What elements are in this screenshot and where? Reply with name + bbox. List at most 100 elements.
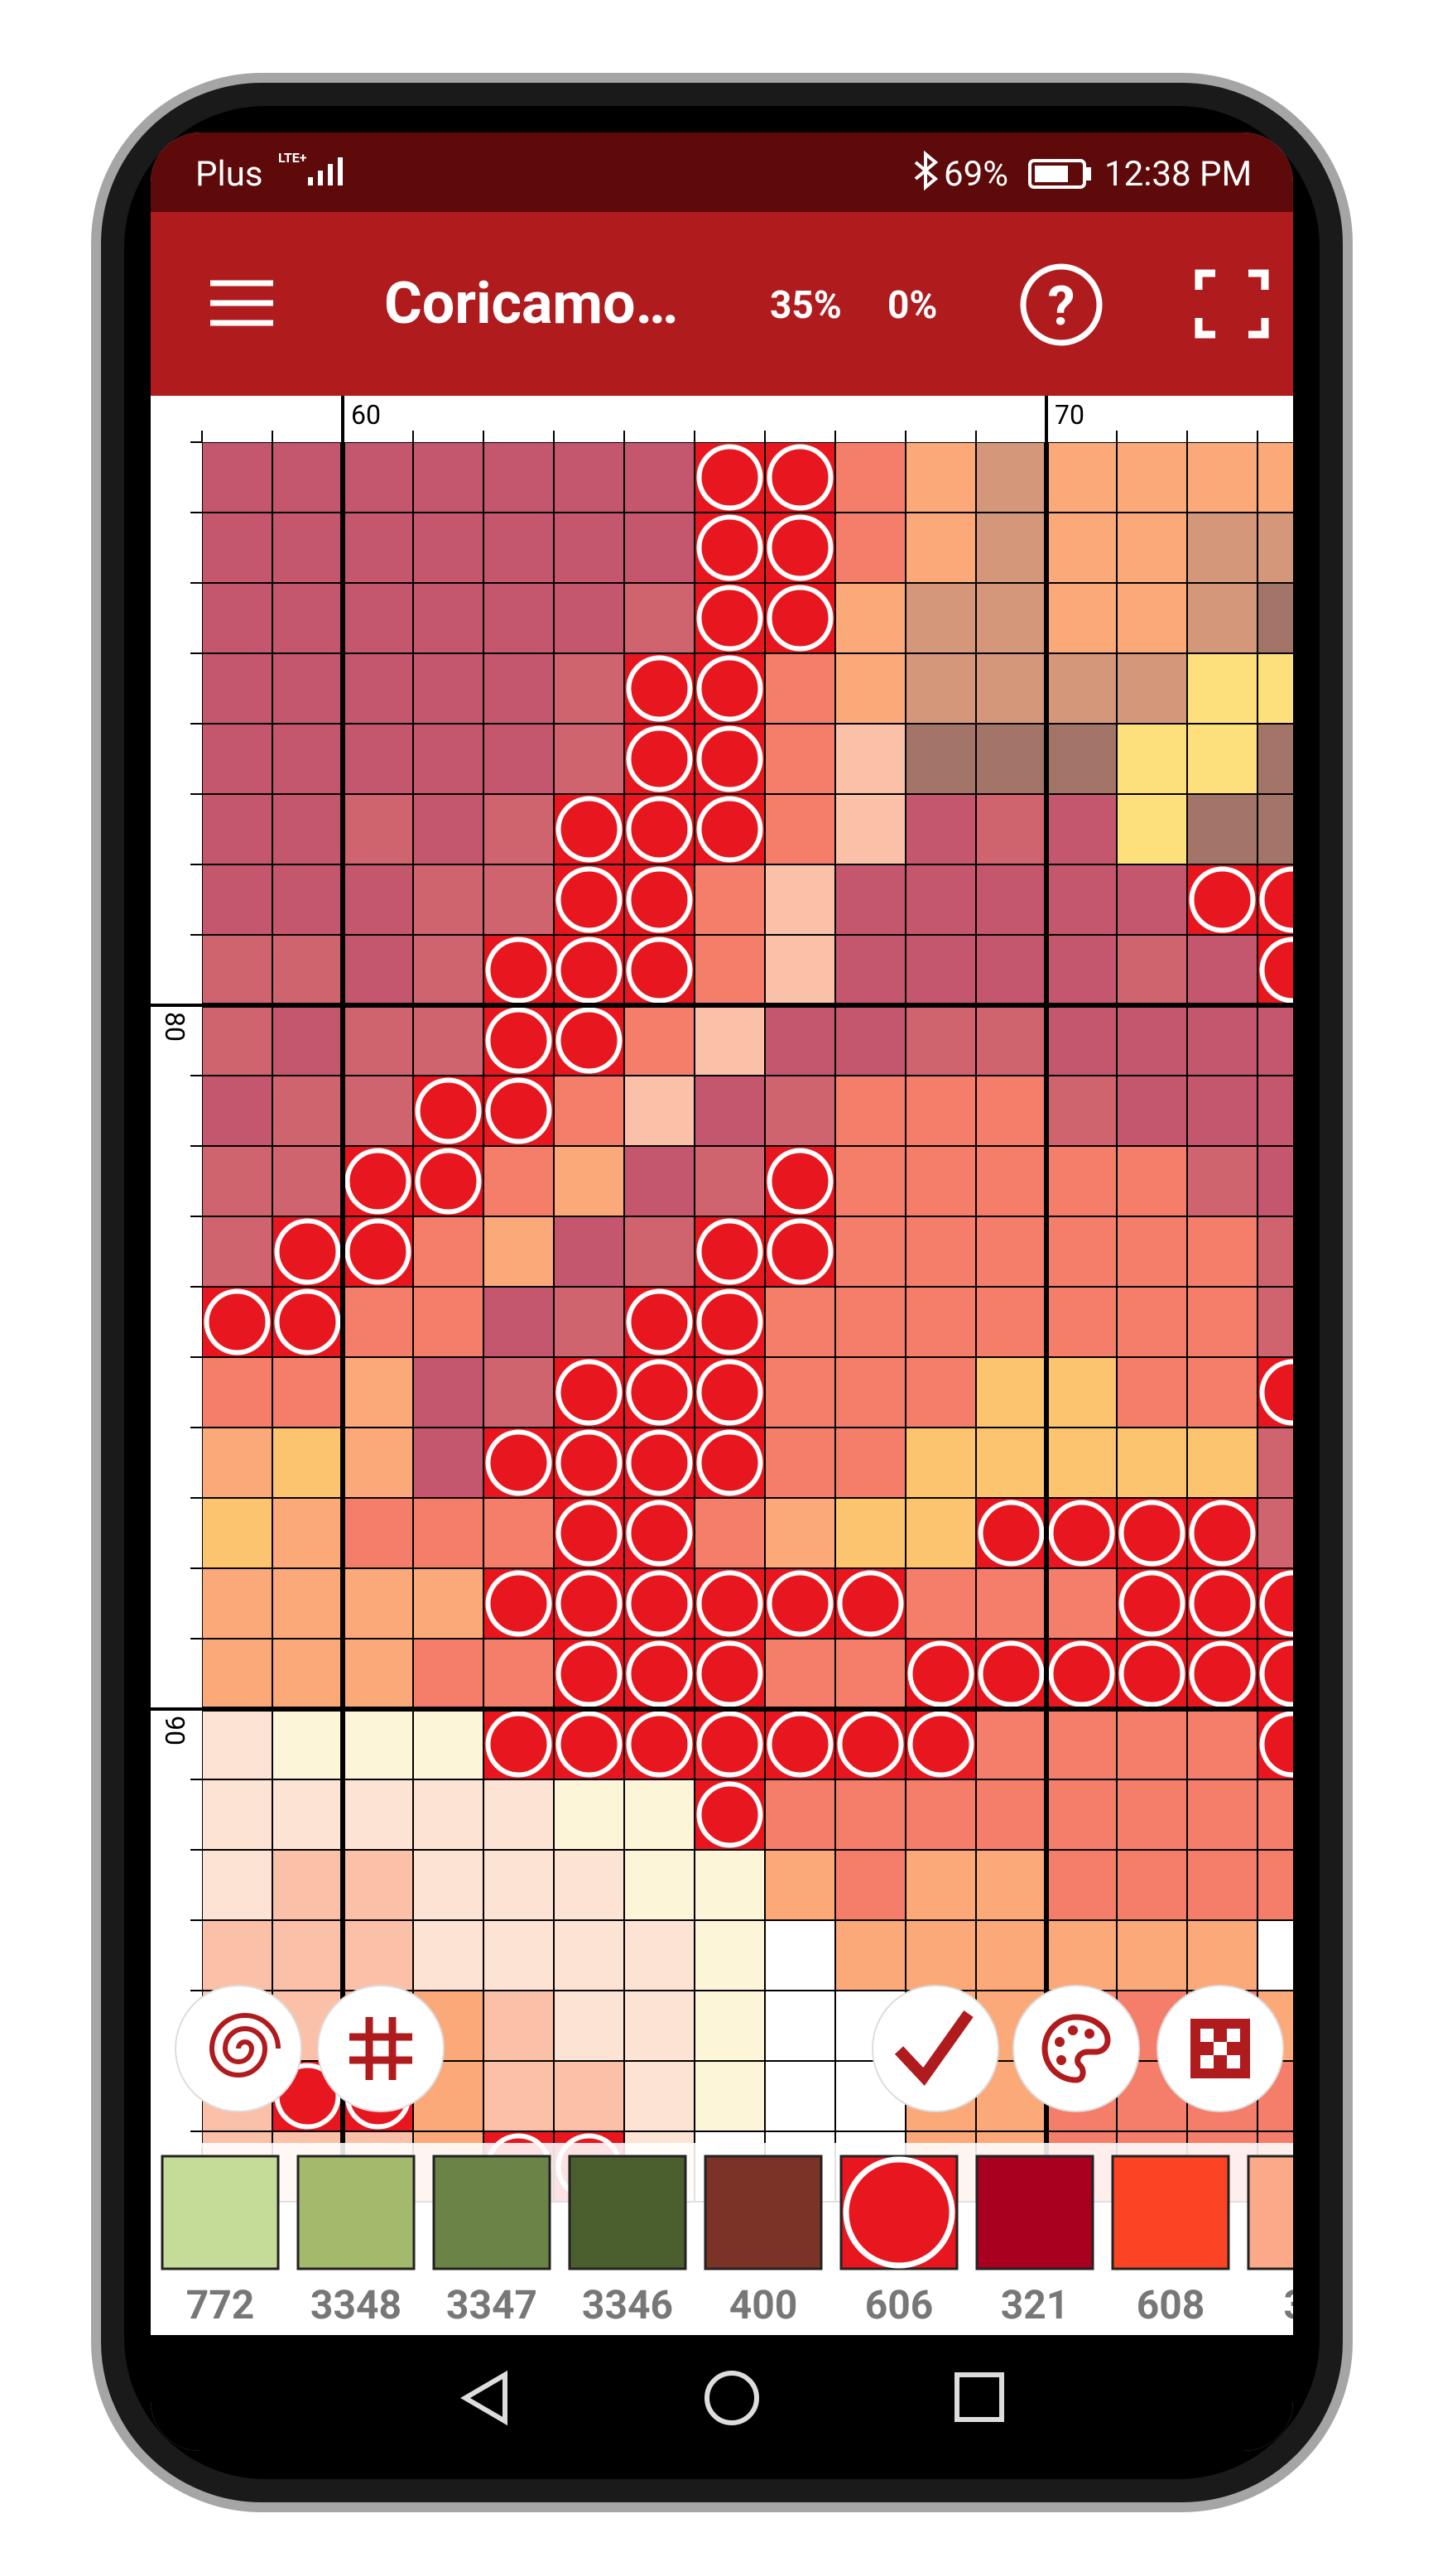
stitch-cell[interactable]	[834, 1919, 906, 1991]
stitch-cell[interactable]	[342, 1286, 414, 1358]
stitch-cell[interactable]	[1257, 1075, 1328, 1147]
stitch-cell[interactable]	[834, 1356, 906, 1428]
stitch-cell[interactable]	[412, 652, 484, 725]
stitch-cell[interactable]	[1257, 512, 1328, 584]
stitch-cell[interactable]	[342, 1567, 414, 1639]
stitch-cell[interactable]	[1116, 1075, 1188, 1147]
stitch-cell[interactable]	[272, 1145, 344, 1217]
stitch-cell[interactable]	[342, 582, 414, 654]
stitch-cell[interactable]	[834, 723, 906, 795]
stitch-cell[interactable]	[764, 1427, 836, 1499]
stitch-cell[interactable]	[1257, 1497, 1328, 1569]
stitch-cell[interactable]	[905, 1427, 977, 1499]
stitch-cell[interactable]	[764, 1849, 836, 1921]
stitch-cell[interactable]	[412, 723, 484, 795]
stitch-cell[interactable]	[1116, 652, 1188, 725]
stitch-cell[interactable]	[342, 652, 414, 725]
stitch-cell[interactable]	[1186, 1708, 1258, 1780]
stitch-cell[interactable]	[694, 1919, 766, 1991]
stitch-cell[interactable]	[483, 582, 555, 654]
stitch-cell[interactable]	[412, 864, 484, 936]
color-swatch[interactable]: 38	[1247, 2155, 1364, 2328]
stitch-cell[interactable]	[1186, 1145, 1258, 1217]
stitch-cell[interactable]	[483, 1849, 555, 1921]
stitch-cell[interactable]	[834, 582, 906, 654]
stitch-cell[interactable]	[412, 442, 484, 513]
stitch-cell[interactable]	[1046, 1427, 1118, 1499]
stitch-cell[interactable]	[342, 723, 414, 795]
stitch-cell[interactable]	[483, 1356, 555, 1428]
stitch-grid[interactable]	[151, 442, 1328, 2203]
stitch-cell[interactable]	[764, 723, 836, 795]
stitch-cell[interactable]	[975, 1567, 1047, 1639]
stitch-cell[interactable]	[975, 1356, 1047, 1428]
stitch-cell[interactable]	[1186, 1356, 1258, 1428]
stitch-cell[interactable]	[1046, 1216, 1118, 1288]
color-swatch[interactable]: 3348	[296, 2155, 416, 2328]
stitch-cell[interactable]	[1046, 582, 1118, 654]
stitch-cell[interactable]	[553, 582, 625, 654]
stitch-cell[interactable]	[1116, 1708, 1188, 1780]
stitch-cell[interactable]	[1186, 1216, 1258, 1288]
stitch-cell[interactable]	[1116, 1145, 1188, 1217]
stitch-cell[interactable]	[905, 652, 977, 725]
stitch-cell[interactable]	[764, 1356, 836, 1428]
stitch-cell[interactable]	[764, 1286, 836, 1358]
stitch-cell[interactable]	[272, 1638, 344, 1710]
stitch-cell[interactable]	[975, 652, 1047, 725]
stitch-cell[interactable]	[975, 1145, 1047, 1217]
stitch-cell[interactable]	[483, 652, 555, 725]
stitch-cell[interactable]	[834, 1638, 906, 1710]
stitch-cell[interactable]	[272, 1849, 344, 1921]
pattern-title[interactable]: Coricamo…	[384, 270, 678, 338]
stitch-cell[interactable]	[975, 1849, 1047, 1921]
stitch-cell[interactable]	[342, 934, 414, 1006]
stitch-cell[interactable]	[1116, 442, 1188, 513]
stitch-cell[interactable]	[834, 1075, 906, 1147]
stitch-cell[interactable]	[412, 1497, 484, 1569]
stitch-cell[interactable]	[1257, 793, 1328, 865]
stitch-cell[interactable]	[623, 512, 695, 584]
stitch-cell[interactable]	[1186, 1004, 1258, 1076]
stitch-cell[interactable]	[1257, 1216, 1328, 1288]
stitch-cell[interactable]	[1046, 442, 1118, 513]
stitch-cell[interactable]	[764, 1004, 836, 1076]
stitch-cell[interactable]	[342, 1708, 414, 1780]
stitch-cell[interactable]	[412, 1638, 484, 1710]
color-swatch[interactable]: 608	[1111, 2155, 1230, 2328]
stitch-cell[interactable]	[272, 1356, 344, 1428]
stitch-cell[interactable]	[201, 723, 273, 795]
stitch-cell[interactable]	[342, 1497, 414, 1569]
stitch-cell[interactable]	[1116, 512, 1188, 584]
stitch-cell[interactable]	[905, 723, 977, 795]
stitch-cell[interactable]	[1046, 1286, 1118, 1358]
stitch-cell[interactable]	[201, 582, 273, 654]
stitch-cell[interactable]	[1116, 1919, 1188, 1991]
stitch-cell[interactable]	[201, 1356, 273, 1428]
stitch-cell[interactable]	[272, 512, 344, 584]
stitch-cell[interactable]	[1046, 1708, 1118, 1780]
stitch-cell[interactable]	[905, 1356, 977, 1428]
stitch-cell[interactable]	[553, 652, 625, 725]
stitch-cell[interactable]	[905, 1497, 977, 1569]
stitch-cell[interactable]	[623, 442, 695, 513]
stitch-cell[interactable]	[342, 1779, 414, 1851]
spiral-button[interactable]	[175, 1985, 302, 2112]
stitch-cell[interactable]	[412, 582, 484, 654]
stitch-cell[interactable]	[201, 1497, 273, 1569]
stitch-cell[interactable]	[1046, 1919, 1118, 1991]
stitch-cell[interactable]	[483, 1779, 555, 1851]
stitch-cell[interactable]	[1116, 1286, 1188, 1358]
stitch-cell[interactable]	[412, 1567, 484, 1639]
stitch-cell[interactable]	[694, 1497, 766, 1569]
color-swatch[interactable]: 321	[975, 2155, 1094, 2328]
stitch-cell[interactable]	[1046, 1004, 1118, 1076]
stitch-cell[interactable]	[342, 1638, 414, 1710]
stitch-cell[interactable]	[272, 1075, 344, 1147]
stitch-cell[interactable]	[553, 1216, 625, 1288]
stitch-cell[interactable]	[412, 1779, 484, 1851]
stitch-cell[interactable]	[1046, 1849, 1118, 1921]
stitch-cell[interactable]	[694, 1075, 766, 1147]
stitch-cell[interactable]	[1046, 1356, 1118, 1428]
stitch-cell[interactable]	[553, 1075, 625, 1147]
